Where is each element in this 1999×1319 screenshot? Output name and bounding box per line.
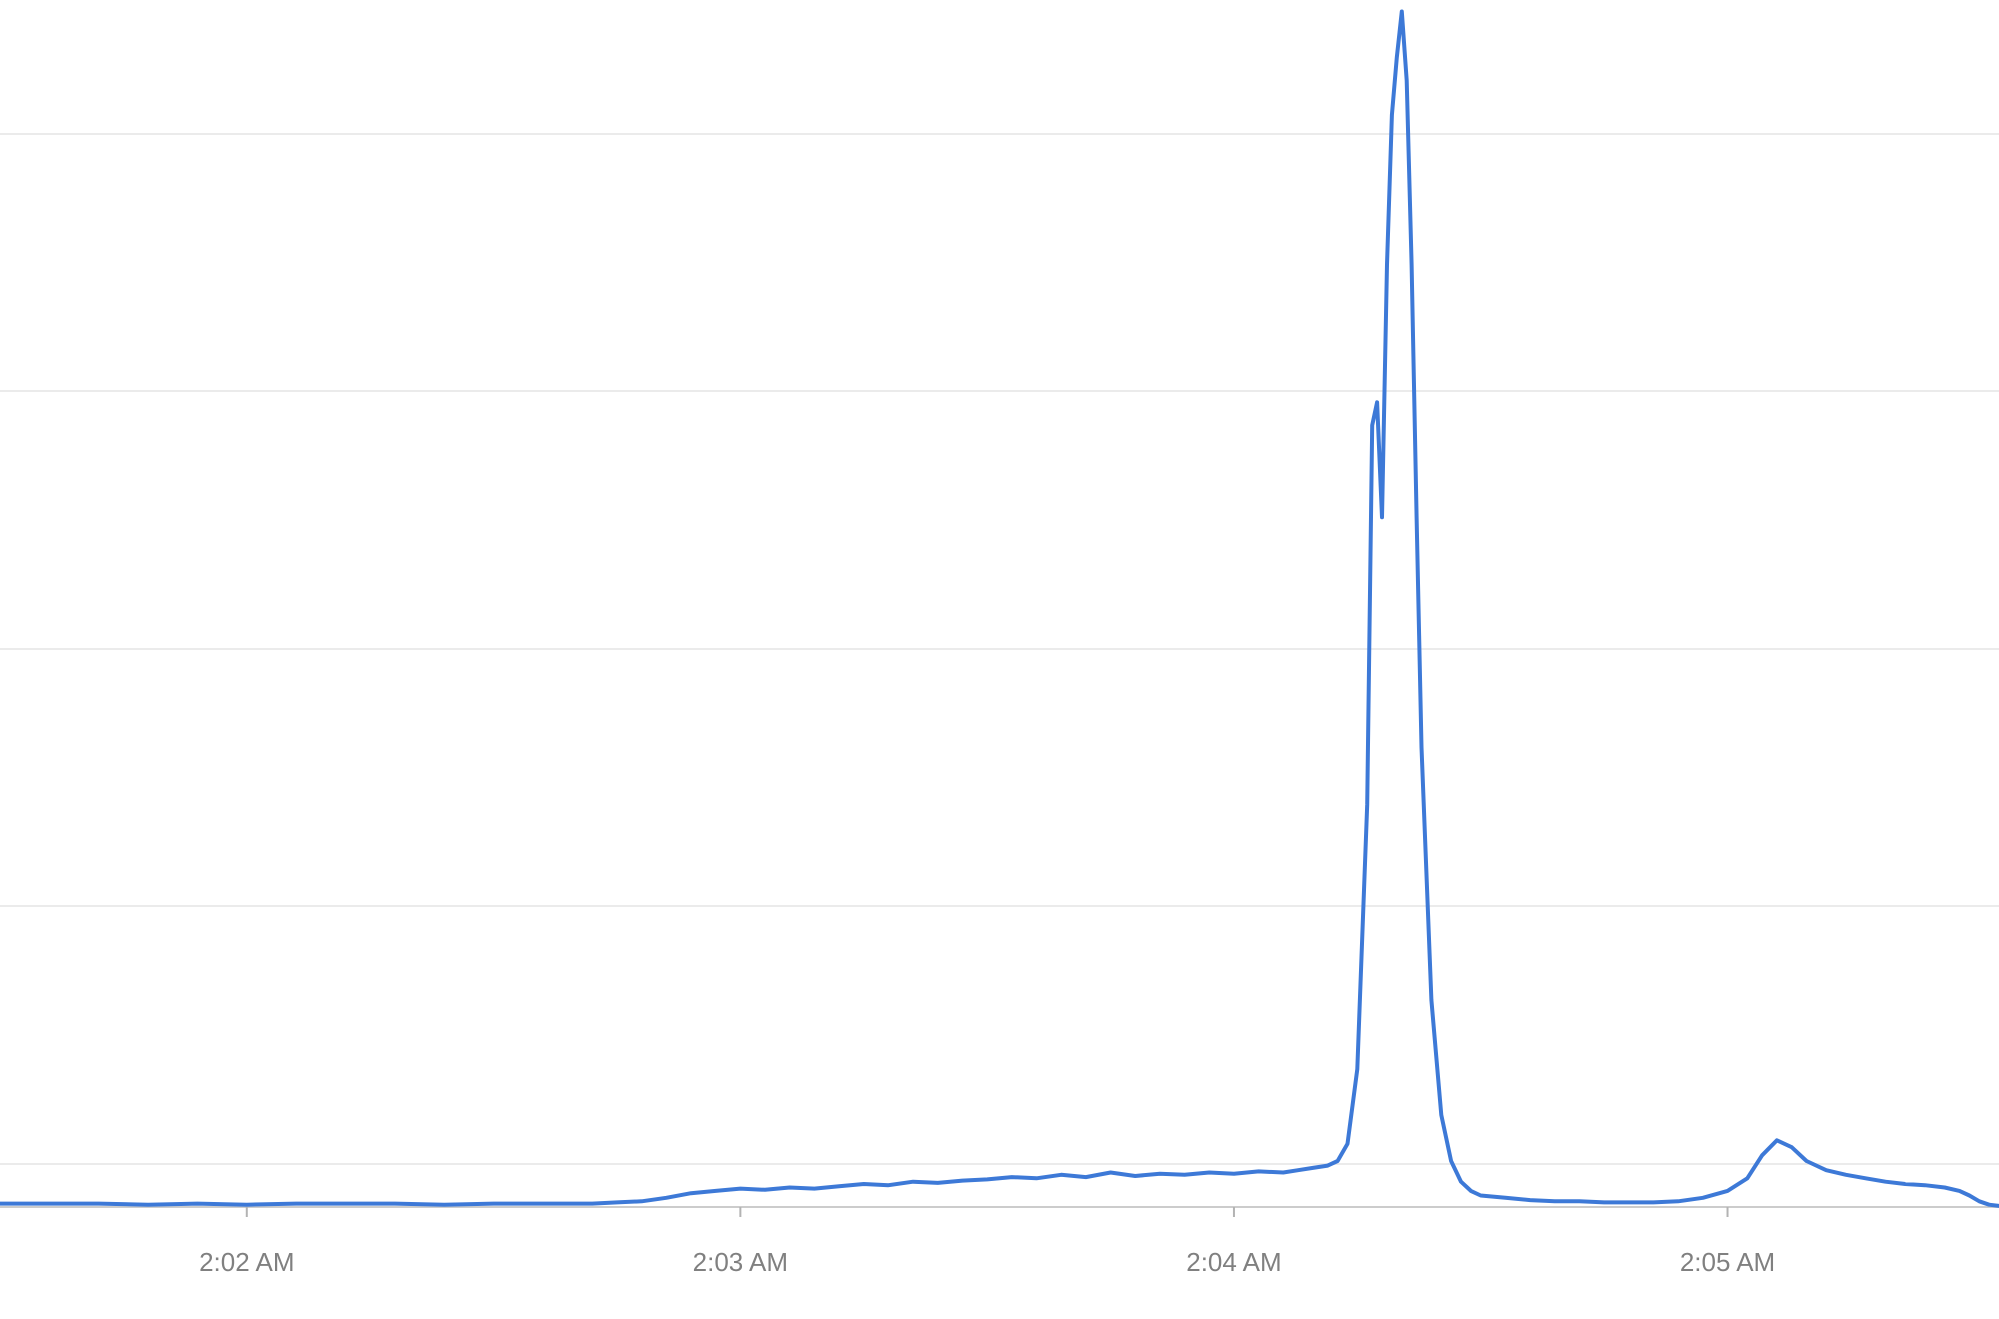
x-axis-tick-label: 2:05 AM xyxy=(1680,1247,1775,1278)
x-axis-tick-label: 2:02 AM xyxy=(199,1247,294,1278)
time-series-chart: 2:02 AM 2:03 AM 2:04 AM 2:05 AM xyxy=(0,0,1999,1319)
x-axis-tick-label: 2:03 AM xyxy=(693,1247,788,1278)
x-axis-tick-label: 2:04 AM xyxy=(1186,1247,1281,1278)
chart-svg xyxy=(0,0,1999,1319)
